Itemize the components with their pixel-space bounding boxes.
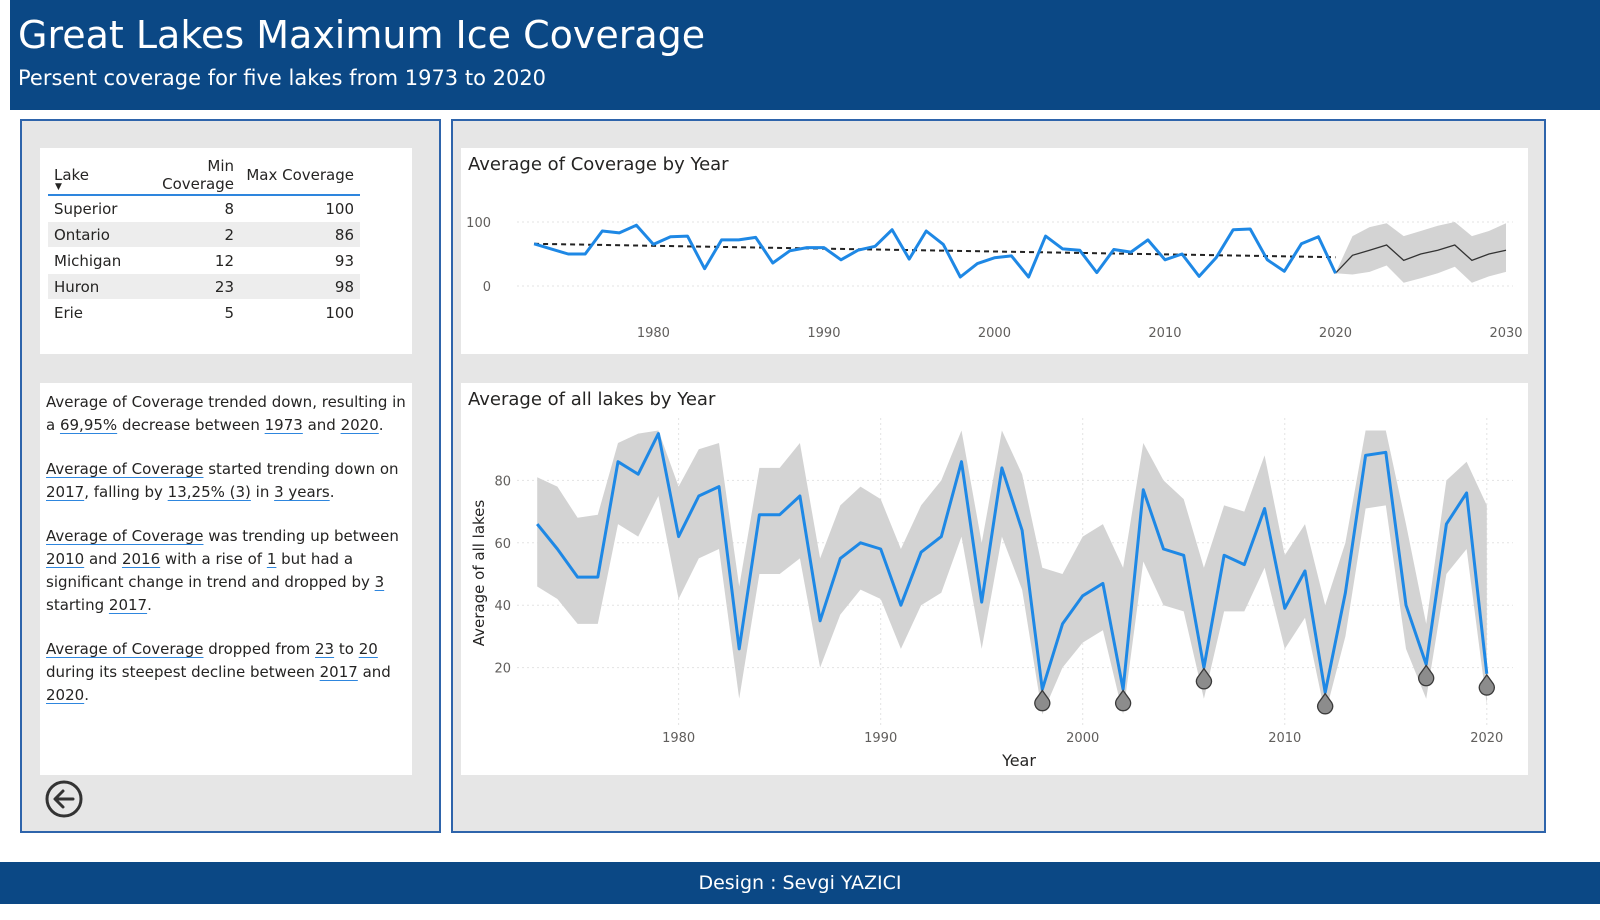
x-tick-label: 2000	[978, 326, 1011, 341]
y-tick-label: 40	[494, 599, 511, 614]
chart-card-coverage-by-year: Average of Coverage by Year 0 100 1980 1990…	[461, 148, 1528, 354]
lake-coverage-table: Lake ▼ Min Coverage Max Coverage Superior…	[48, 156, 360, 326]
narrative-paragraph-3: Average of Coverage was trending up betw…	[46, 527, 399, 614]
narrative-paragraph-4: Average of Coverage dropped from 23 to 2…	[46, 640, 391, 704]
sort-desc-icon[interactable]: ▼	[55, 182, 62, 192]
table-row[interactable]: Erie 5 100	[48, 299, 360, 326]
right-panel: Average of Coverage by Year 0 100 1980 1990…	[451, 119, 1546, 833]
anomaly-marker	[1114, 689, 1132, 712]
min-coverage-cell: 2	[128, 221, 240, 248]
lake-name-cell: Ontario	[48, 221, 128, 248]
column-header-max-coverage[interactable]: Max Coverage	[240, 156, 360, 196]
x-tick-label: 1990	[807, 326, 840, 341]
x-tick-label: 1990	[864, 731, 897, 746]
anomaly-marker	[1478, 673, 1495, 696]
x-tick-label: 2000	[1066, 731, 1099, 746]
y-tick-label: 60	[494, 537, 511, 552]
left-panel: Lake ▼ Min Coverage Max Coverage Superior…	[20, 119, 441, 833]
coverage-forecast-chart[interactable]: 0 100 1980 1990 2000 2010 2020 2030	[461, 148, 1528, 354]
min-coverage-cell: 8	[128, 195, 240, 222]
lake-name-cell: Erie	[48, 299, 128, 326]
min-coverage-cell: 12	[128, 247, 240, 274]
max-coverage-cell: 100	[240, 299, 360, 326]
forecast-line	[1335, 244, 1507, 274]
chart-title-all-lakes: Average of all lakes by Year	[468, 389, 716, 410]
column-header-min-coverage[interactable]: Min Coverage	[128, 156, 240, 196]
coverage-series-line	[533, 223, 1337, 279]
anomaly-marker	[1034, 689, 1051, 712]
footer-bar: Design : Sevgi YAZICI	[0, 862, 1600, 904]
table-row[interactable]: Michigan 12 93	[48, 247, 360, 274]
x-tick-label: 2030	[1489, 326, 1522, 341]
y-tick-label: 0	[483, 280, 491, 295]
chart-title-coverage: Average of Coverage by Year	[468, 154, 729, 175]
page-title: Great Lakes Maximum Ice Coverage	[18, 13, 706, 57]
x-tick-label: 1980	[662, 731, 695, 746]
x-tick-label: 2020	[1319, 326, 1352, 341]
back-button[interactable]	[44, 779, 84, 819]
chart-card-all-lakes: Average of all lakes by Year 20 40 60 80 198…	[461, 383, 1528, 775]
x-tick-label: 2010	[1148, 326, 1181, 341]
table-row[interactable]: Huron 23 98	[48, 273, 360, 300]
designer-credit: Design : Sevgi YAZICI	[698, 872, 902, 894]
table-row[interactable]: Superior 8 100	[48, 195, 360, 222]
y-tick-label: 100	[466, 216, 491, 231]
min-coverage-cell: 23	[128, 273, 240, 300]
trend-line	[534, 242, 1336, 259]
x-axis-title: Year	[1001, 751, 1036, 770]
x-tick-label: 1980	[637, 326, 670, 341]
smart-narrative-text: Average of Coverage trended down, result…	[46, 391, 416, 728]
smart-narrative-card: Average of Coverage trended down, result…	[40, 383, 412, 775]
lake-table-card: Lake ▼ Min Coverage Max Coverage Superior…	[40, 148, 412, 354]
x-tick-label: 2020	[1470, 731, 1503, 746]
lake-name-cell: Huron	[48, 273, 128, 300]
max-coverage-cell: 93	[240, 247, 360, 274]
max-coverage-cell: 86	[240, 221, 360, 248]
column-header-lake[interactable]: Lake ▼	[48, 156, 128, 196]
page-subtitle: Persent coverage for five lakes from 197…	[18, 66, 547, 90]
min-coverage-cell: 5	[128, 299, 240, 326]
anomaly-marker	[1418, 664, 1435, 687]
table-row[interactable]: Ontario 2 86	[48, 221, 360, 248]
report-header: Great Lakes Maximum Ice Coverage Persent…	[10, 0, 1600, 110]
all-lakes-series-line	[536, 432, 1489, 695]
forecast-confidence-band	[1335, 222, 1506, 283]
anomaly-marker	[1317, 692, 1334, 715]
max-coverage-cell: 100	[240, 195, 360, 222]
x-tick-label: 2010	[1268, 731, 1301, 746]
y-axis-title: Average of all lakes	[470, 500, 488, 647]
anomaly-marker	[1195, 667, 1213, 690]
max-coverage-cell: 98	[240, 273, 360, 300]
lake-name-cell: Superior	[48, 195, 128, 222]
narrative-paragraph-2: Average of Coverage started trending dow…	[46, 460, 399, 501]
y-tick-label: 80	[494, 474, 511, 489]
back-arrow-circle-icon[interactable]	[44, 779, 84, 819]
narrative-paragraph-1: Average of Coverage trended down, result…	[46, 393, 406, 434]
y-tick-label: 20	[494, 662, 511, 677]
expected-range-band	[537, 430, 1487, 715]
lake-name-cell: Michigan	[48, 247, 128, 274]
table-header-row: Lake ▼ Min Coverage Max Coverage	[48, 156, 360, 196]
